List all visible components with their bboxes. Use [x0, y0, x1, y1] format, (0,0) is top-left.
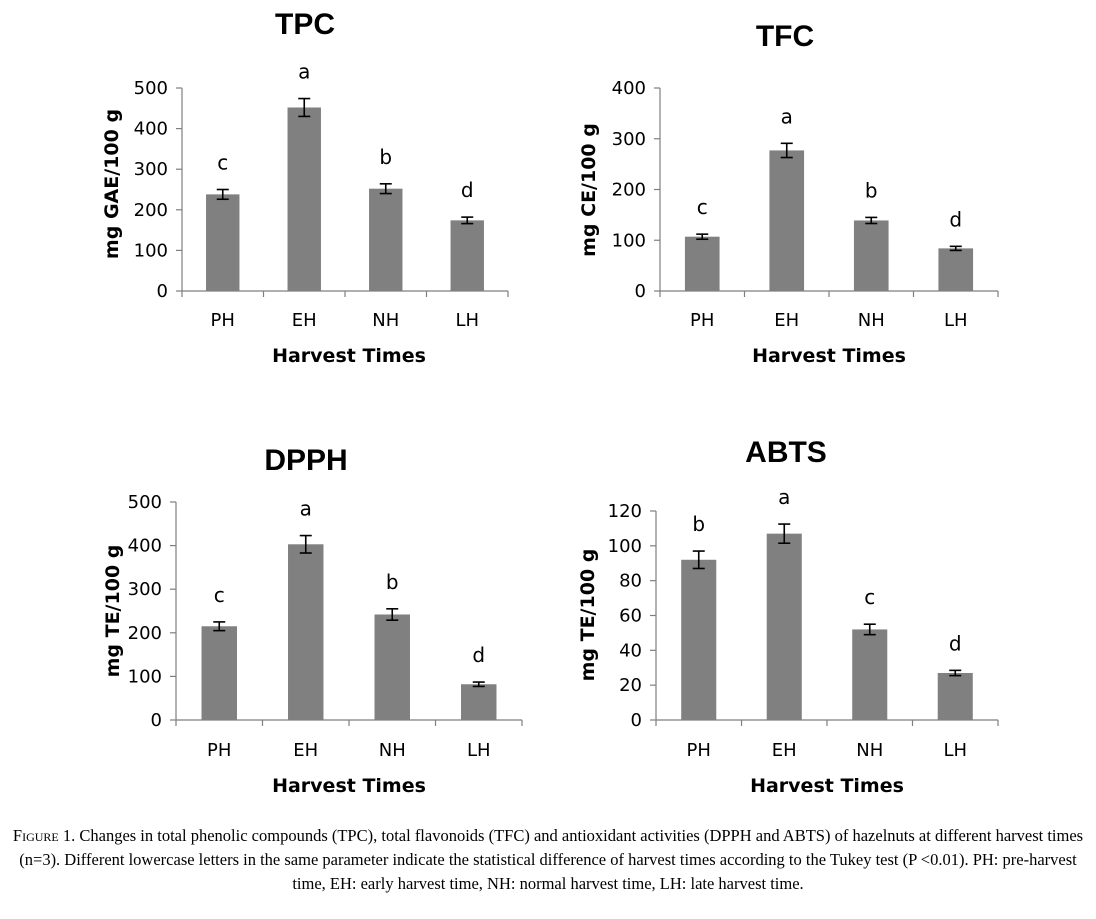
- y-axis-title: mg TE/100 g: [102, 545, 124, 678]
- chart-title: TPC: [275, 8, 335, 41]
- significance-letter: a: [781, 104, 793, 128]
- y-tick-label: 400: [612, 78, 646, 99]
- figure-caption: Figure 1. Changes in total phenolic comp…: [10, 824, 1086, 896]
- bar-nh: [374, 614, 410, 720]
- caption-text: . Changes in total phenolic compounds (T…: [19, 826, 1084, 893]
- x-tick-label: PH: [690, 310, 714, 331]
- bar-eh: [769, 150, 805, 291]
- x-tick-label: LH: [943, 740, 967, 761]
- x-tick-label: EH: [292, 310, 317, 331]
- bar-nh: [852, 629, 888, 720]
- chart-title: DPPH: [264, 444, 347, 477]
- y-tick-label: 20: [619, 675, 642, 696]
- y-tick-label: 80: [619, 571, 642, 592]
- y-axis-title: mg CE/100 g: [578, 123, 600, 257]
- bar-lh: [450, 220, 484, 291]
- y-tick-label: 120: [608, 501, 642, 522]
- bar-nh: [853, 220, 889, 291]
- y-tick-label: 400: [134, 119, 168, 140]
- y-tick-label: 0: [635, 281, 646, 302]
- significance-letter: a: [298, 60, 310, 84]
- significance-letter: b: [386, 570, 399, 594]
- significance-letter: d: [472, 643, 485, 667]
- x-axis-title: Harvest Times: [272, 775, 426, 797]
- bar-ph: [201, 626, 237, 720]
- x-tick-label: PH: [211, 310, 235, 331]
- y-tick-label: 100: [134, 240, 168, 261]
- significance-letter: b: [692, 512, 705, 536]
- y-tick-label: 100: [128, 666, 162, 687]
- x-axis-title: Harvest Times: [752, 345, 906, 367]
- y-tick-label: 500: [134, 78, 168, 99]
- chart-abts: ABTS 0 20 40 60 80 100 120 b PH a EH c NH d LH Harvest T…: [577, 436, 999, 797]
- x-tick-label: LH: [944, 310, 968, 331]
- significance-letter: c: [217, 151, 228, 175]
- bar-ph: [681, 559, 717, 720]
- significance-letter: c: [214, 583, 225, 607]
- significance-letter: d: [461, 178, 474, 202]
- x-tick-label: PH: [207, 740, 231, 761]
- y-tick-label: 200: [612, 180, 646, 201]
- y-tick-label: 40: [619, 640, 642, 661]
- x-tick-label: NH: [372, 310, 399, 331]
- bar-eh: [766, 533, 802, 720]
- x-axis-title: Harvest Times: [750, 775, 904, 797]
- bar-lh: [937, 672, 973, 720]
- chart-dpph: DPPH 0 100 200 300 400 500 c PH a EH b NH d LH Harvest …: [102, 444, 523, 797]
- bar-ph: [684, 236, 720, 291]
- y-tick-label: 60: [619, 606, 642, 627]
- significance-letter: b: [379, 145, 392, 169]
- y-tick-label: 300: [128, 579, 162, 600]
- bar-lh: [938, 248, 974, 291]
- bar-lh: [461, 684, 497, 720]
- x-tick-label: NH: [379, 740, 406, 761]
- y-tick-label: 300: [612, 129, 646, 150]
- y-tick-label: 100: [608, 536, 642, 557]
- figure-label: Figure 1: [12, 826, 72, 845]
- chart-tpc: TPC 0 100 200 300 400 500 c PH a EH b NH d LH Harvest T…: [101, 8, 509, 367]
- significance-letter: a: [300, 497, 312, 521]
- significance-letter: a: [778, 485, 790, 509]
- chart-tfc: TFC 0 100 200 300 400 c PH a EH b NH d LH Harvest Time…: [578, 20, 999, 367]
- significance-letter: c: [864, 585, 875, 609]
- bar-eh: [287, 107, 321, 291]
- y-tick-label: 0: [157, 281, 168, 302]
- x-tick-label: EH: [774, 310, 799, 331]
- x-tick-label: NH: [858, 310, 885, 331]
- chart-title: ABTS: [745, 436, 827, 469]
- bar-eh: [288, 544, 324, 720]
- significance-letter: d: [949, 207, 962, 231]
- x-tick-label: EH: [772, 740, 797, 761]
- significance-letter: b: [865, 178, 878, 202]
- bar-nh: [369, 188, 403, 291]
- x-tick-label: PH: [687, 740, 711, 761]
- significance-letter: d: [949, 631, 962, 655]
- y-tick-label: 0: [151, 710, 162, 731]
- y-tick-label: 500: [128, 492, 162, 513]
- x-tick-label: NH: [856, 740, 883, 761]
- significance-letter: c: [697, 195, 708, 219]
- y-axis-title: mg GAE/100 g: [101, 109, 123, 259]
- y-tick-label: 200: [134, 200, 168, 221]
- y-tick-label: 200: [128, 623, 162, 644]
- x-tick-label: LH: [455, 310, 479, 331]
- y-tick-label: 300: [134, 159, 168, 180]
- chart-title: TFC: [756, 20, 814, 53]
- x-tick-label: EH: [293, 740, 318, 761]
- y-axis-title: mg TE/100 g: [577, 549, 599, 682]
- y-tick-label: 100: [612, 230, 646, 251]
- y-tick-label: 0: [631, 710, 642, 731]
- x-axis-title: Harvest Times: [272, 345, 426, 367]
- y-tick-label: 400: [128, 536, 162, 557]
- bar-ph: [206, 194, 240, 291]
- x-tick-label: LH: [467, 740, 491, 761]
